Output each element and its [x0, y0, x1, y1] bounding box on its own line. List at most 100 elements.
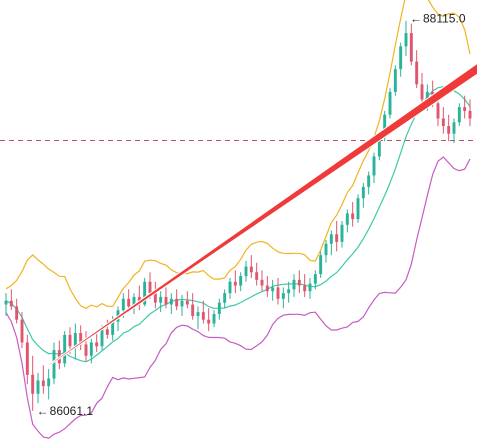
- candle-body: [53, 350, 56, 378]
- candle-body: [234, 282, 237, 286]
- candle-body: [463, 107, 466, 111]
- candle-body: [106, 329, 109, 335]
- candle: [325, 240, 328, 263]
- candle-body: [362, 187, 365, 198]
- candle: [250, 255, 253, 278]
- candle-body: [85, 344, 88, 355]
- candle-body: [202, 312, 205, 320]
- candle: [63, 331, 66, 367]
- candle-body: [293, 280, 296, 289]
- candle-body: [207, 320, 210, 324]
- candle-body: [127, 299, 130, 307]
- candle: [31, 356, 34, 411]
- candle: [309, 278, 312, 299]
- candle-body: [287, 289, 290, 293]
- candle-body: [95, 342, 98, 346]
- candle-body: [330, 234, 333, 243]
- low-price-annotation: ← 86061.1: [37, 404, 94, 418]
- candle: [85, 331, 88, 361]
- candle-body: [469, 111, 472, 119]
- candle-body: [351, 213, 354, 219]
- candle: [266, 276, 269, 297]
- candle: [410, 24, 413, 66]
- candle-body: [165, 297, 168, 305]
- candle: [223, 289, 226, 308]
- candle-body: [181, 301, 184, 307]
- candle: [362, 183, 365, 208]
- candle-body: [341, 225, 344, 242]
- candle: [458, 103, 461, 126]
- candle: [175, 289, 178, 310]
- candle-body: [421, 84, 424, 99]
- candle-body: [90, 342, 93, 355]
- candle: [239, 272, 242, 291]
- candle: [399, 43, 402, 77]
- candle: [181, 295, 184, 316]
- low-price-arrow-glyph: ←: [37, 404, 49, 418]
- candle-body: [170, 299, 173, 305]
- candle: [154, 282, 157, 309]
- candle: [346, 210, 349, 233]
- candle-body: [325, 244, 328, 255]
- candle: [213, 310, 216, 327]
- candle: [42, 365, 45, 393]
- candle: [74, 324, 77, 360]
- candle-body: [245, 267, 248, 276]
- candle: [298, 270, 301, 293]
- candle: [319, 251, 322, 278]
- candle-body: [63, 335, 66, 363]
- candle: [389, 88, 392, 118]
- candle: [47, 369, 50, 399]
- candle: [26, 335, 29, 384]
- candle-body: [223, 293, 226, 302]
- candle: [335, 221, 338, 251]
- candle-body: [69, 335, 72, 346]
- candle: [207, 308, 210, 331]
- candle-body: [453, 122, 456, 133]
- candle-body: [405, 33, 408, 46]
- candle-body: [74, 333, 77, 346]
- candle: [58, 341, 61, 369]
- candle-body: [303, 286, 306, 292]
- high-price-label: 88115.0: [423, 12, 466, 26]
- candle: [367, 172, 370, 195]
- candle: [271, 280, 274, 301]
- candle: [303, 274, 306, 297]
- high-price-annotation: ← 88115.0: [410, 12, 466, 26]
- candle-body: [191, 305, 194, 316]
- candle-body: [197, 312, 200, 316]
- candle: [341, 221, 344, 248]
- candle-body: [298, 280, 301, 286]
- candle-body: [309, 284, 312, 292]
- candle-body: [229, 282, 232, 293]
- candle: [330, 230, 333, 255]
- candle-body: [37, 380, 40, 393]
- candle-body: [10, 301, 13, 307]
- candle: [357, 194, 360, 222]
- candle: [10, 289, 13, 310]
- candle: [21, 312, 24, 348]
- candle: [159, 291, 162, 312]
- candle: [229, 278, 232, 299]
- candle-body: [399, 46, 402, 69]
- candle-body: [261, 280, 264, 286]
- candle: [143, 278, 146, 306]
- candle: [469, 100, 472, 127]
- bollinger-middle-band: [6, 87, 470, 362]
- candle-body: [47, 379, 50, 387]
- candle-body: [218, 303, 221, 314]
- candle: [287, 282, 290, 303]
- candle-body: [373, 156, 376, 175]
- candlestick-series: [5, 21, 472, 411]
- candle-body: [15, 306, 18, 319]
- candle-body: [122, 299, 125, 310]
- candle: [394, 65, 397, 95]
- candle-body: [415, 62, 418, 85]
- candle: [373, 153, 376, 183]
- candle: [261, 270, 264, 291]
- candle-body: [346, 213, 349, 224]
- candle: [37, 373, 40, 403]
- candle-body: [266, 286, 269, 292]
- candle-body: [101, 329, 104, 346]
